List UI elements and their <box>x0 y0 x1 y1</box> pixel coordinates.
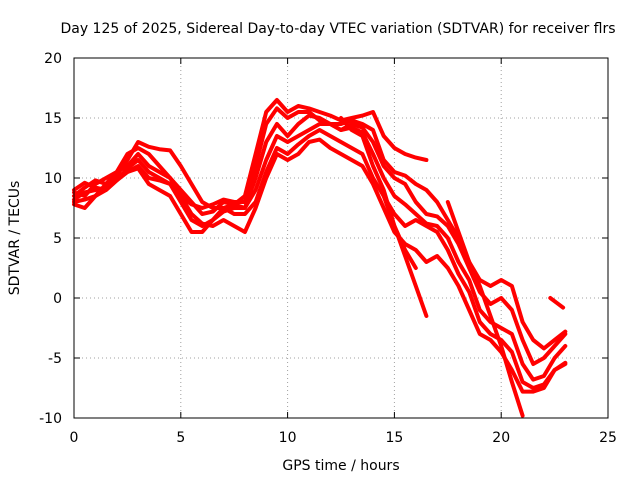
y-axis-label: SDTVAR / TECUs <box>7 181 23 296</box>
series-trace-5 <box>72 128 568 390</box>
x-tick-label: 20 <box>492 430 510 446</box>
series-trace-4 <box>72 122 568 382</box>
y-tick-label: -5 <box>48 351 62 367</box>
y-tick-label: 15 <box>44 111 62 127</box>
series-trace-2 <box>72 106 568 351</box>
series-trace-9 <box>445 200 525 418</box>
x-tick-label: 0 <box>70 430 79 446</box>
series-trace-8 <box>381 194 418 270</box>
x-tick-label: 15 <box>385 430 403 446</box>
y-tick-label: 5 <box>53 231 62 247</box>
x-axis-label: GPS time / hours <box>282 458 399 474</box>
y-tick-label: 10 <box>44 171 62 187</box>
series-layer <box>72 98 568 418</box>
x-tick-label: 10 <box>279 430 297 446</box>
y-tick-label: -10 <box>39 411 62 427</box>
series-trace-7 <box>339 116 429 318</box>
chart-title: Day 125 of 2025, Sidereal Day-to-day VTE… <box>60 21 615 37</box>
y-axis: -10 -5 0 5 10 15 20 <box>39 51 608 427</box>
series-trace-10 <box>548 296 566 310</box>
x-tick-label: 25 <box>599 430 617 446</box>
series-trace-6 <box>72 137 568 394</box>
x-tick-label: 5 <box>176 430 185 446</box>
x-axis: 0 5 10 15 20 25 <box>70 58 617 446</box>
grid <box>74 58 608 418</box>
y-tick-label: 0 <box>53 291 62 307</box>
y-tick-label: 20 <box>44 51 62 67</box>
